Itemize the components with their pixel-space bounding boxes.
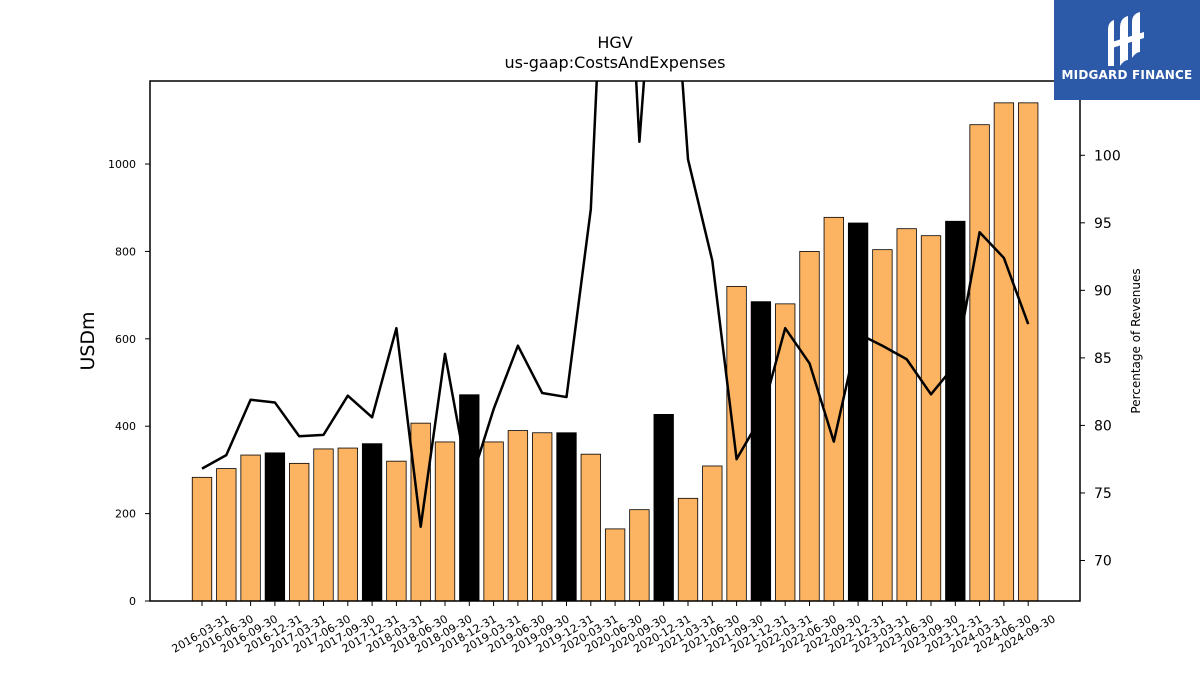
y2tick-label: 90: [1094, 283, 1112, 299]
bar-2023-09-30: [920, 235, 942, 601]
brand-name: MIDGARD FINANCE: [1061, 68, 1193, 82]
bar-2020-03-31: [580, 453, 601, 601]
midgard-logo-icon: [1108, 12, 1144, 66]
bar-2018-06-30: [410, 422, 431, 601]
chart-title: HGV: [597, 33, 632, 52]
bar-series: [191, 102, 1039, 601]
bar-2018-12-31: [459, 394, 480, 601]
y-axis-left: 0 200 400 600 800 1000: [108, 158, 150, 608]
bar-2017-09-30: [337, 447, 358, 601]
bar-2020-06-30: [604, 528, 626, 601]
bar-2021-12-31: [750, 301, 772, 601]
ratio-line: [201, 81, 1030, 528]
bar-2019-03-31: [483, 441, 504, 601]
bar-2016-12-31: [264, 452, 286, 601]
bar-2022-12-31: [847, 222, 869, 601]
y2tick-label: 75: [1094, 486, 1112, 502]
y2tick-label: 80: [1094, 418, 1112, 434]
bar-2016-06-30: [216, 468, 237, 601]
bar-2017-03-31: [289, 462, 310, 601]
x-axis: 2016-03-312016-06-302016-09-302016-12-31…: [170, 601, 1058, 656]
y2tick-label: 70: [1094, 553, 1112, 569]
bar-2024-06-30: [993, 102, 1015, 601]
ytick-label: 600: [115, 333, 136, 346]
ytick-label: 800: [115, 245, 136, 258]
bar-2020-09-30: [629, 509, 650, 601]
y2tick-label: 95: [1094, 216, 1112, 232]
bar-2022-06-30: [799, 251, 820, 601]
bar-2017-12-31: [361, 443, 383, 601]
bar-2023-12-31: [945, 220, 966, 601]
bar-2019-12-31: [556, 432, 577, 601]
bar-2022-03-31: [775, 303, 796, 601]
ytick-label: 1000: [108, 158, 136, 171]
bar-2018-03-31: [386, 460, 407, 601]
y2tick-label: 100: [1094, 148, 1121, 164]
bar-2023-06-30: [896, 228, 917, 601]
bar-2024-09-30: [1018, 102, 1039, 601]
bar-2018-09-30: [434, 441, 456, 601]
bar-2020-12-31: [653, 414, 674, 601]
ytick-label: 400: [115, 420, 136, 433]
bar-2021-06-30: [702, 465, 723, 601]
bar-2023-03-31: [872, 249, 893, 601]
bar-2019-06-30: [507, 430, 529, 601]
brand-logo: MIDGARD FINANCE: [1054, 0, 1200, 100]
y2-axis-label: Percentage of Revenues: [1129, 268, 1143, 413]
bar-2019-09-30: [532, 432, 553, 601]
bar-2024-03-31: [969, 124, 990, 601]
bar-2016-09-30: [240, 454, 261, 601]
ytick-label: 0: [129, 595, 136, 608]
y-axis-label: USDm: [77, 311, 99, 370]
ytick-label: 200: [115, 508, 136, 521]
y2tick-label: 85: [1094, 351, 1112, 367]
ratio-line-series: [201, 81, 1030, 528]
chart-subtitle: us-gaap:CostsAndExpenses: [505, 53, 726, 72]
bar-2021-09-30: [726, 285, 747, 601]
bar-2017-06-30: [313, 448, 334, 601]
bar-2021-03-31: [677, 497, 699, 601]
bar-2016-03-31: [191, 476, 213, 601]
y-axis-right: 70 75 80 85 90 95 100: [1080, 148, 1121, 569]
